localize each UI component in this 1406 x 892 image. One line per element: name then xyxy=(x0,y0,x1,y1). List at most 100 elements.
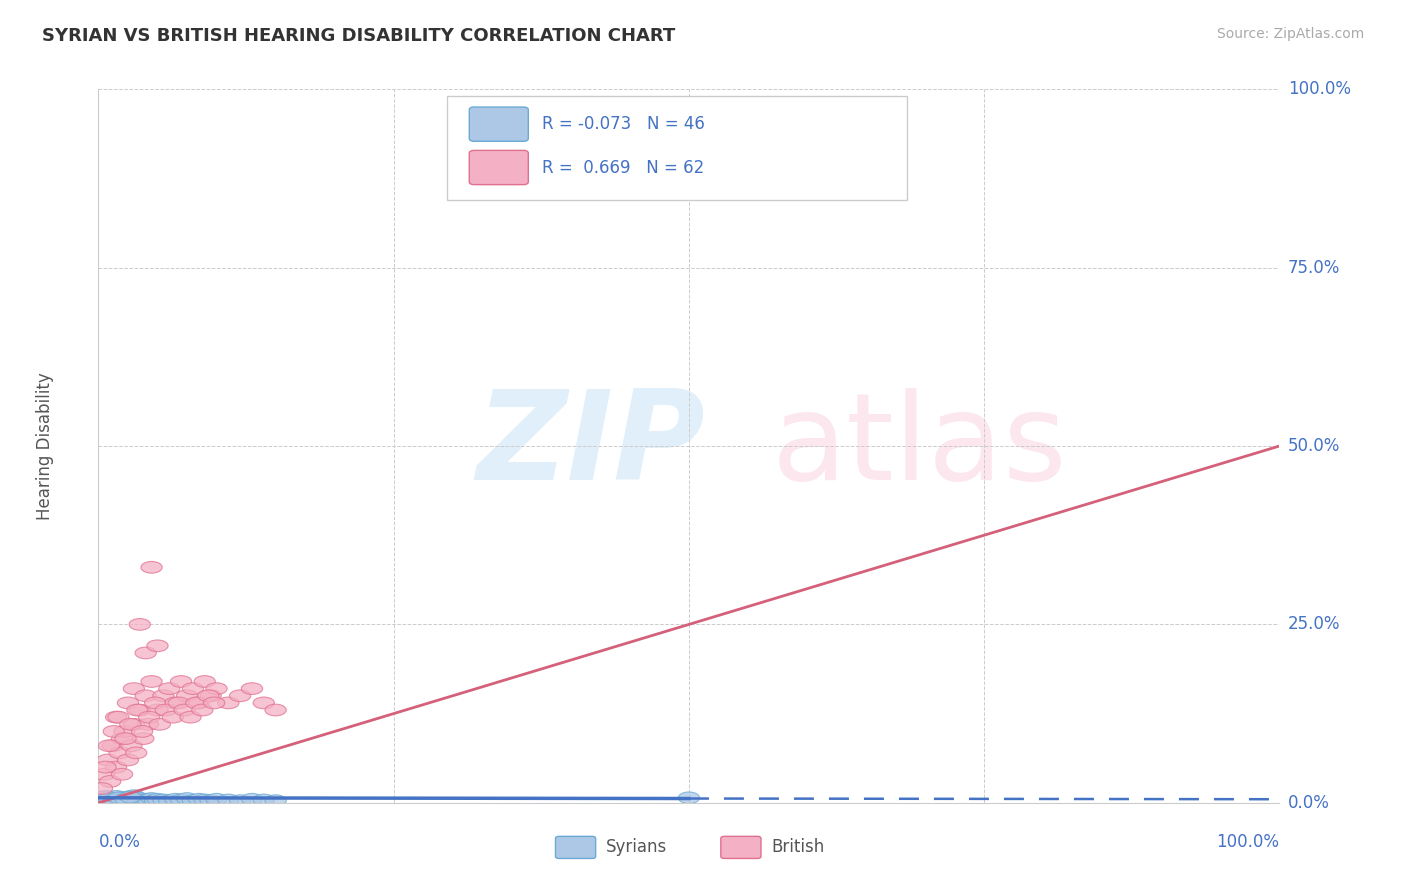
Text: British: British xyxy=(772,838,825,856)
Text: 0.0%: 0.0% xyxy=(98,833,141,851)
Ellipse shape xyxy=(141,793,162,805)
Ellipse shape xyxy=(678,792,700,804)
Text: 0.0%: 0.0% xyxy=(1288,794,1330,812)
Ellipse shape xyxy=(129,618,150,631)
Ellipse shape xyxy=(110,747,131,759)
Ellipse shape xyxy=(105,761,127,773)
Ellipse shape xyxy=(91,782,112,795)
Ellipse shape xyxy=(111,792,132,804)
Text: 100.0%: 100.0% xyxy=(1216,833,1279,851)
Ellipse shape xyxy=(132,725,153,738)
Ellipse shape xyxy=(205,793,228,805)
Ellipse shape xyxy=(188,697,209,709)
Text: Syrians: Syrians xyxy=(606,838,668,856)
Text: SYRIAN VS BRITISH HEARING DISABILITY CORRELATION CHART: SYRIAN VS BRITISH HEARING DISABILITY COR… xyxy=(42,27,675,45)
Ellipse shape xyxy=(100,795,121,806)
FancyBboxPatch shape xyxy=(470,107,529,141)
Text: 25.0%: 25.0% xyxy=(1288,615,1340,633)
Ellipse shape xyxy=(170,794,191,805)
Ellipse shape xyxy=(108,711,129,723)
Ellipse shape xyxy=(155,704,176,716)
Ellipse shape xyxy=(124,789,145,802)
Text: Source: ZipAtlas.com: Source: ZipAtlas.com xyxy=(1216,27,1364,41)
Ellipse shape xyxy=(98,739,120,752)
FancyBboxPatch shape xyxy=(447,96,907,200)
Ellipse shape xyxy=(121,795,142,806)
Ellipse shape xyxy=(111,768,132,780)
Ellipse shape xyxy=(174,704,195,716)
Text: ZIP: ZIP xyxy=(477,385,704,507)
Ellipse shape xyxy=(145,795,166,806)
Ellipse shape xyxy=(135,690,156,702)
Ellipse shape xyxy=(165,793,186,805)
Ellipse shape xyxy=(149,718,170,731)
Ellipse shape xyxy=(117,754,139,766)
Ellipse shape xyxy=(103,794,124,805)
Ellipse shape xyxy=(121,739,142,752)
Ellipse shape xyxy=(105,711,127,723)
Ellipse shape xyxy=(169,697,190,709)
Ellipse shape xyxy=(264,704,287,716)
Ellipse shape xyxy=(114,725,135,738)
Ellipse shape xyxy=(165,697,186,709)
Text: R =  0.669   N = 62: R = 0.669 N = 62 xyxy=(543,159,704,177)
Ellipse shape xyxy=(229,795,250,806)
Ellipse shape xyxy=(191,704,212,716)
Ellipse shape xyxy=(141,561,162,574)
Ellipse shape xyxy=(145,697,166,709)
Ellipse shape xyxy=(120,718,141,731)
Ellipse shape xyxy=(105,794,127,805)
Ellipse shape xyxy=(97,754,118,766)
Ellipse shape xyxy=(94,790,117,802)
Ellipse shape xyxy=(138,718,159,731)
Ellipse shape xyxy=(159,795,180,806)
Ellipse shape xyxy=(180,711,201,723)
FancyBboxPatch shape xyxy=(721,837,761,858)
Ellipse shape xyxy=(124,718,145,731)
Ellipse shape xyxy=(117,697,139,709)
Ellipse shape xyxy=(242,793,263,805)
Text: 75.0%: 75.0% xyxy=(1288,259,1340,277)
Ellipse shape xyxy=(200,690,221,702)
Ellipse shape xyxy=(146,793,169,805)
Ellipse shape xyxy=(111,795,132,806)
FancyBboxPatch shape xyxy=(470,151,529,185)
Ellipse shape xyxy=(141,675,162,688)
Ellipse shape xyxy=(205,682,228,695)
Ellipse shape xyxy=(132,732,153,745)
Ellipse shape xyxy=(103,793,124,805)
Ellipse shape xyxy=(135,793,156,805)
Ellipse shape xyxy=(98,793,120,805)
Text: atlas: atlas xyxy=(772,387,1067,505)
Ellipse shape xyxy=(117,794,139,805)
Ellipse shape xyxy=(111,732,132,745)
Text: Hearing Disability: Hearing Disability xyxy=(37,372,55,520)
Ellipse shape xyxy=(186,697,207,709)
Ellipse shape xyxy=(242,682,263,695)
Ellipse shape xyxy=(110,793,131,805)
Ellipse shape xyxy=(188,793,209,805)
Ellipse shape xyxy=(132,795,153,806)
Ellipse shape xyxy=(183,682,204,695)
Ellipse shape xyxy=(253,794,274,805)
Ellipse shape xyxy=(176,793,198,805)
Ellipse shape xyxy=(129,793,150,805)
Text: R = -0.073   N = 46: R = -0.073 N = 46 xyxy=(543,115,706,133)
Ellipse shape xyxy=(183,795,204,806)
Ellipse shape xyxy=(91,792,112,804)
Ellipse shape xyxy=(162,711,183,723)
Ellipse shape xyxy=(124,793,145,805)
Ellipse shape xyxy=(105,790,127,802)
Ellipse shape xyxy=(125,794,146,805)
Ellipse shape xyxy=(94,768,115,780)
Ellipse shape xyxy=(194,675,215,688)
Ellipse shape xyxy=(127,704,148,716)
Ellipse shape xyxy=(138,794,159,805)
Text: 100.0%: 100.0% xyxy=(1288,80,1351,98)
Ellipse shape xyxy=(194,794,215,805)
Text: 50.0%: 50.0% xyxy=(1288,437,1340,455)
Ellipse shape xyxy=(114,793,135,805)
Ellipse shape xyxy=(115,793,136,805)
Ellipse shape xyxy=(170,675,191,688)
Ellipse shape xyxy=(153,690,174,702)
